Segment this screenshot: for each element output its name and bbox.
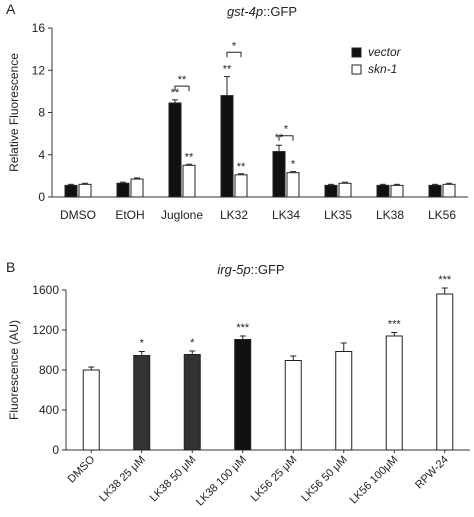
x-tick-label: LK56 100μM [348,454,401,507]
y-tick-label: 8 [38,106,45,120]
x-tick-label: LK56 50 μM [299,454,350,505]
bar [385,335,403,451]
y-tick-label: 0 [52,443,59,457]
y-tick-label: 0 [38,190,45,204]
panel-label: B [6,260,15,275]
y-tick-label: 1600 [32,283,59,297]
significance-label: ** [223,64,232,76]
bar [130,178,144,198]
legend-swatch [351,47,362,58]
bar [335,351,353,451]
comparison-bracket [226,51,242,58]
y-axis-label: Fluorescence (AU) [7,320,21,420]
significance-label: *** [388,319,402,331]
bar [234,339,252,451]
chart-title-italic: gst-4p [227,4,263,19]
bar [168,102,182,198]
chart-title: irg-5p::GFP [217,262,284,277]
bar [272,151,286,198]
x-tick-label: DMSO [66,453,98,485]
bar [428,184,442,198]
legend-label: skn-1 [368,62,397,76]
bar [436,293,454,451]
bar [78,183,92,198]
bar [234,174,248,198]
x-tick-label: DMSO [60,208,96,222]
bracket-label: * [232,40,237,52]
x-tick-label: Juglone [161,208,203,222]
bar [82,369,100,451]
y-tick-label: 800 [39,363,59,377]
bar [220,95,234,198]
bar [183,354,201,451]
y-tick-label: 400 [39,403,59,417]
x-tick-label: EtOH [115,208,144,222]
significance-label: * [190,337,195,349]
bracket-label: * [284,124,289,136]
chart-title: gst-4p::GFP [227,4,297,19]
x-tick-label: LK35 [324,208,352,222]
x-tick-label: LK38 100 μM [194,454,249,509]
bar [376,184,390,198]
x-tick-label: LK38 25 μM [97,454,148,505]
significance-label: * [140,338,145,350]
bar [182,164,196,198]
significance-label: * [291,159,296,171]
y-tick-label: 4 [38,148,45,162]
y-tick-label: 12 [32,63,46,77]
significance-label: ** [185,151,194,163]
chart-title-rest: ::GFP [251,262,285,277]
chart-title-rest: ::GFP [263,4,297,19]
x-tick-label: LK38 50 μM [148,454,199,505]
chart-title-italic: irg-5p [217,262,250,277]
bracket-label: ** [178,74,187,86]
significance-label: *** [438,274,452,286]
legend-label: vector [368,45,402,59]
bar [286,172,300,198]
bar [64,184,78,198]
legend-swatch [351,64,362,75]
significance-label: ** [237,161,246,173]
bar [442,183,456,198]
bar [133,355,151,451]
x-tick-label: LK34 [272,208,300,222]
y-axis-label: Relative Fluorescence [7,53,21,172]
significance-label: *** [236,322,250,334]
x-tick-label: RPW-24 [413,454,451,492]
bar [324,184,338,198]
comparison-bracket [278,135,294,141]
panel-label: A [6,1,16,17]
bar [338,182,352,198]
comparison-bracket [174,85,190,92]
x-tick-label: LK38 [376,208,404,222]
bar [116,182,130,198]
x-tick-label: LK56 25 μM [249,454,300,505]
y-tick-label: 16 [32,21,46,35]
x-tick-label: LK56 [428,208,456,222]
bar [284,360,302,451]
significance-label: ** [171,87,180,99]
y-tick-label: 1200 [32,323,59,337]
bar [390,184,404,198]
x-tick-label: LK32 [220,208,248,222]
